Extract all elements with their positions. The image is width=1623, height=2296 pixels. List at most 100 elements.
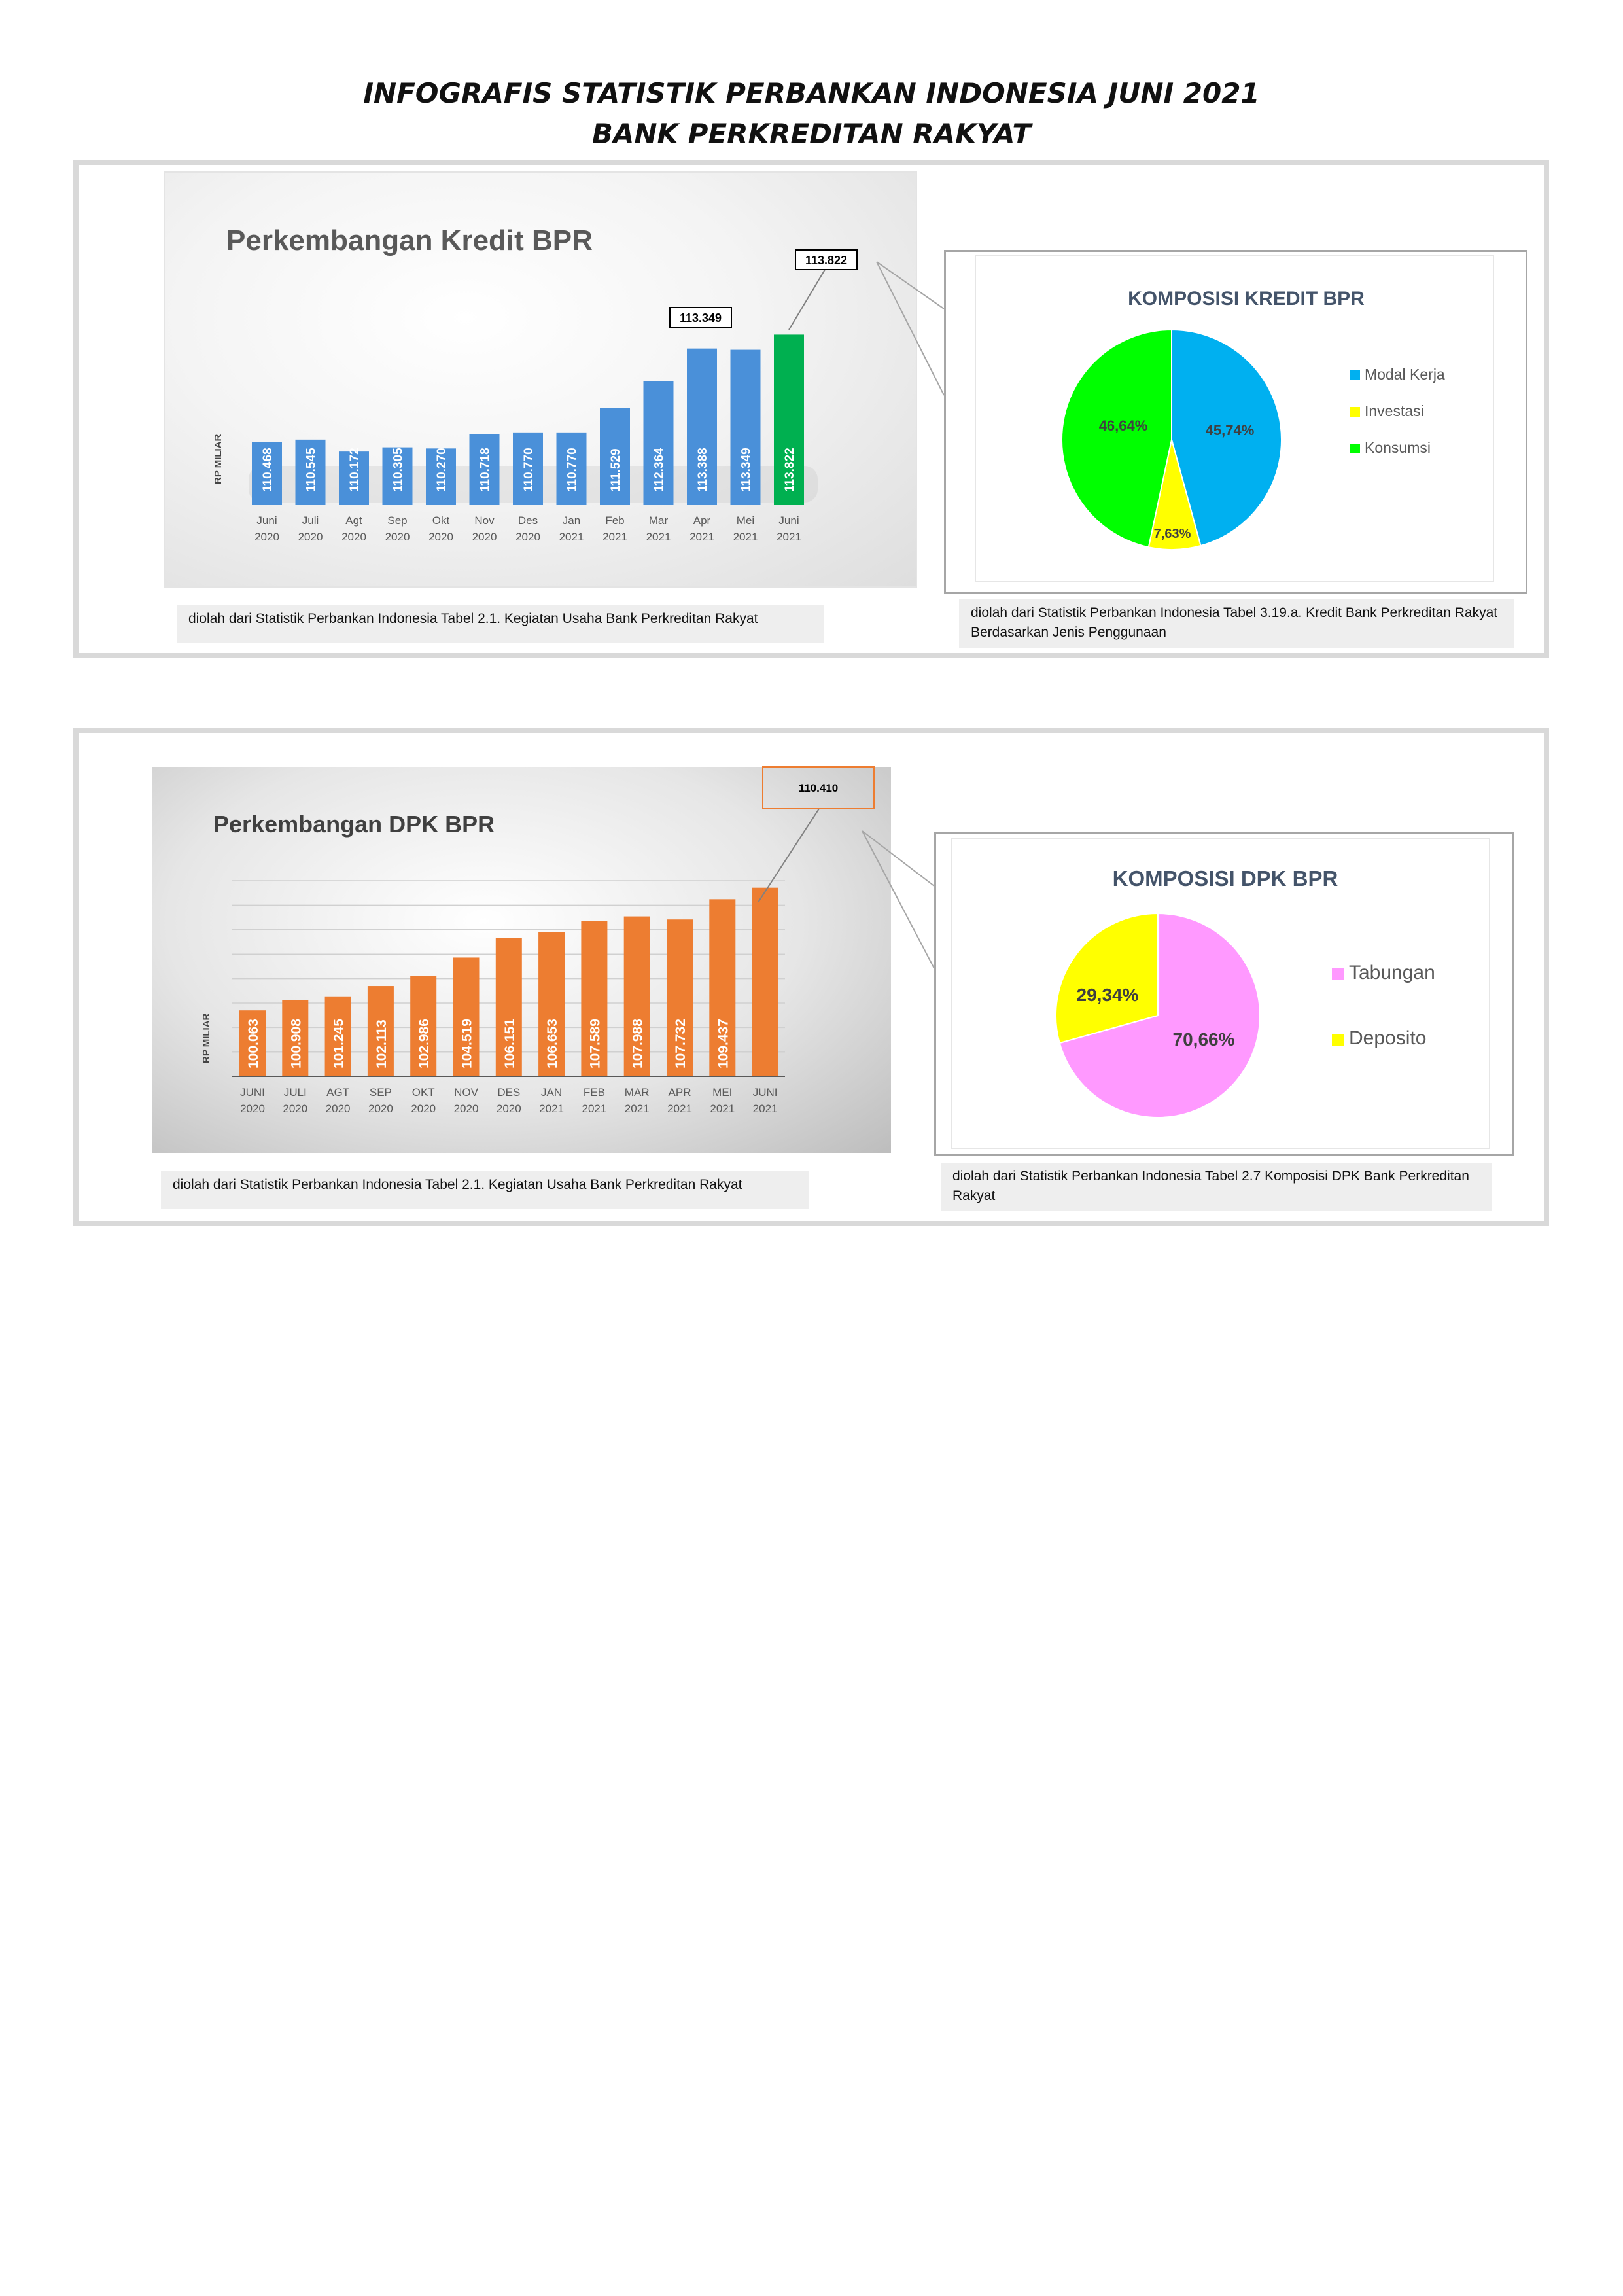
kredit-x-tick-year: 2020 bbox=[515, 531, 540, 543]
dpk-bar-value-label: 100.908 bbox=[288, 1019, 304, 1069]
dpk-pie-slice bbox=[1055, 912, 1159, 1044]
kredit-x-tick-year: 2020 bbox=[428, 531, 453, 543]
kredit-x-tick-month: Juli bbox=[302, 514, 319, 527]
dpk-bar-value-label: 101.245 bbox=[332, 1019, 347, 1069]
page-title: INFOGRAFIS STATISTIK PERBANKAN INDONESIA… bbox=[363, 77, 1260, 109]
dpk-bar bbox=[538, 932, 565, 1076]
dpk-x-tick-month: JUNI bbox=[240, 1086, 265, 1099]
dpk-zoom-connector bbox=[862, 830, 935, 969]
kredit-bar-value-label: 113.388 bbox=[696, 448, 710, 492]
kredit-bar-value-label: 110.305 bbox=[392, 448, 406, 492]
dpk-x-tick-month: JAN bbox=[541, 1086, 562, 1099]
kredit-bar bbox=[339, 451, 369, 505]
kredit-callout-leader bbox=[788, 269, 826, 330]
dpk-x-tick-month: MEI bbox=[712, 1086, 732, 1099]
kredit-x-tick-month: Mar bbox=[649, 514, 669, 527]
dpk-x-tick-month: JULI bbox=[284, 1086, 307, 1099]
kredit-x-tick-year: 2020 bbox=[341, 531, 366, 543]
dpk-x-tick-year: 2020 bbox=[368, 1103, 393, 1115]
dpk-pie-slice bbox=[1058, 912, 1261, 1118]
kredit-bar-value-label: 113.822 bbox=[783, 448, 797, 492]
kredit-pie-slice-label: 46,64% bbox=[1099, 417, 1148, 434]
kredit-bar-value-label: 110.270 bbox=[435, 448, 449, 492]
dpk-x-tick-month: DES bbox=[497, 1086, 520, 1099]
kredit-x-tick-month: Sep bbox=[387, 514, 407, 527]
dpk-bar bbox=[667, 919, 693, 1076]
dpk-x-tick-month: FEB bbox=[584, 1086, 605, 1099]
dpk-bar bbox=[367, 986, 394, 1076]
dpk-legend-label: Deposito bbox=[1349, 1027, 1426, 1049]
dpk-x-tick-month: MAR bbox=[625, 1086, 650, 1099]
kredit-x-tick-month: Juni bbox=[256, 514, 277, 527]
kredit-pie-slice bbox=[1061, 328, 1172, 548]
dpk-bar bbox=[239, 1010, 266, 1076]
kredit-bar-value-label: 110.770 bbox=[566, 448, 580, 492]
kredit-zoom-connector bbox=[876, 261, 945, 309]
dpk-bar-value-label: 107.988 bbox=[631, 1019, 646, 1069]
dpk-bar-value-label: 100.063 bbox=[246, 1019, 261, 1069]
dpk-callout-label: 110.410 bbox=[799, 782, 839, 794]
dpk-x-tick-year: 2021 bbox=[539, 1103, 564, 1115]
kredit-legend-swatch bbox=[1350, 444, 1360, 453]
dpk-x-tick-year: 2020 bbox=[411, 1103, 436, 1115]
dpk-bar-value-label: 102.986 bbox=[417, 1019, 432, 1069]
kredit-x-tick-year: 2020 bbox=[472, 531, 497, 543]
kredit-x-tick-year: 2021 bbox=[689, 531, 714, 543]
kredit-legend-swatch bbox=[1350, 370, 1360, 380]
kredit-x-tick-month: Okt bbox=[432, 514, 450, 527]
dpk-bar bbox=[752, 887, 778, 1076]
kredit-bar bbox=[469, 434, 500, 505]
kredit-bar-value-label: 112.364 bbox=[653, 448, 667, 492]
kredit-x-tick-month: Mei bbox=[737, 514, 754, 527]
dpk-bar bbox=[623, 916, 650, 1076]
kredit-legend-label: Konsumsi bbox=[1365, 439, 1431, 456]
kredit-x-tick-month: Nov bbox=[474, 514, 495, 527]
kredit-pie-slice bbox=[1171, 328, 1282, 547]
dpk-x-tick-year: 2021 bbox=[710, 1103, 735, 1115]
dpk-bar-value-label: 102.113 bbox=[374, 1019, 389, 1069]
kredit-pie-slice-label: 45,74% bbox=[1206, 422, 1255, 438]
dpk-bar-value-label: 106.653 bbox=[545, 1019, 560, 1069]
dpk-x-tick-month: APR bbox=[669, 1086, 691, 1099]
kredit-bar bbox=[252, 442, 282, 505]
dpk-x-tick-year: 2020 bbox=[497, 1103, 521, 1115]
dpk-bar bbox=[324, 996, 351, 1076]
dpk-x-tick-month: AGT bbox=[326, 1086, 349, 1099]
kredit-bar bbox=[426, 448, 456, 505]
dpk-pie-source-note: diolah dari Statistik Perbankan Indonesi… bbox=[941, 1163, 1492, 1211]
dpk-chart-title: Perkembangan DPK BPR bbox=[213, 811, 495, 838]
kredit-pie-source-note: diolah dari Statistik Perbankan Indonesi… bbox=[959, 599, 1514, 648]
kredit-bar-value-label: 110.468 bbox=[261, 448, 275, 492]
kredit-x-tick-month: Des bbox=[518, 514, 538, 527]
kredit-pie-slice-label: 7,63% bbox=[1154, 527, 1191, 541]
kredit-bar bbox=[687, 348, 717, 505]
kredit-bar-source-note: diolah dari Statistik Perbankan Indonesi… bbox=[177, 605, 824, 643]
kredit-x-tick-year: 2021 bbox=[646, 531, 671, 543]
kredit-bar bbox=[382, 447, 413, 505]
dpk-x-tick-year: 2020 bbox=[283, 1103, 307, 1115]
dpk-legend-swatch bbox=[1332, 1034, 1344, 1046]
dpk-bar bbox=[709, 899, 736, 1076]
kredit-x-tick-month: Apr bbox=[693, 514, 711, 527]
kredit-x-tick-year: 2021 bbox=[602, 531, 627, 543]
dpk-x-tick-year: 2020 bbox=[326, 1103, 351, 1115]
kredit-legend-swatch bbox=[1350, 407, 1360, 417]
dpk-bar-value-label: 107.732 bbox=[673, 1019, 688, 1069]
kredit-bar-value-label: 111.529 bbox=[609, 448, 623, 492]
kredit-x-tick-year: 2020 bbox=[254, 531, 279, 543]
dpk-x-tick-month: NOV bbox=[454, 1086, 479, 1099]
kredit-legend-label: Modal Kerja bbox=[1365, 366, 1445, 383]
kredit-chart-title: Perkembangan Kredit BPR bbox=[226, 224, 593, 256]
dpk-x-tick-year: 2021 bbox=[625, 1103, 650, 1115]
kredit-x-tick-year: 2021 bbox=[559, 531, 584, 543]
dpk-bar bbox=[410, 976, 437, 1076]
kredit-x-tick-year: 2020 bbox=[385, 531, 410, 543]
kredit-bar-value-label: 110.718 bbox=[479, 448, 493, 492]
kredit-callout-box bbox=[669, 307, 732, 328]
dpk-callout-box bbox=[762, 766, 875, 809]
kredit-legend-label: Investasi bbox=[1365, 402, 1424, 419]
kredit-bar-value-label: 110.770 bbox=[522, 448, 536, 492]
kredit-bar bbox=[643, 381, 674, 505]
dpk-bar-value-label: 104.519 bbox=[460, 1019, 475, 1069]
